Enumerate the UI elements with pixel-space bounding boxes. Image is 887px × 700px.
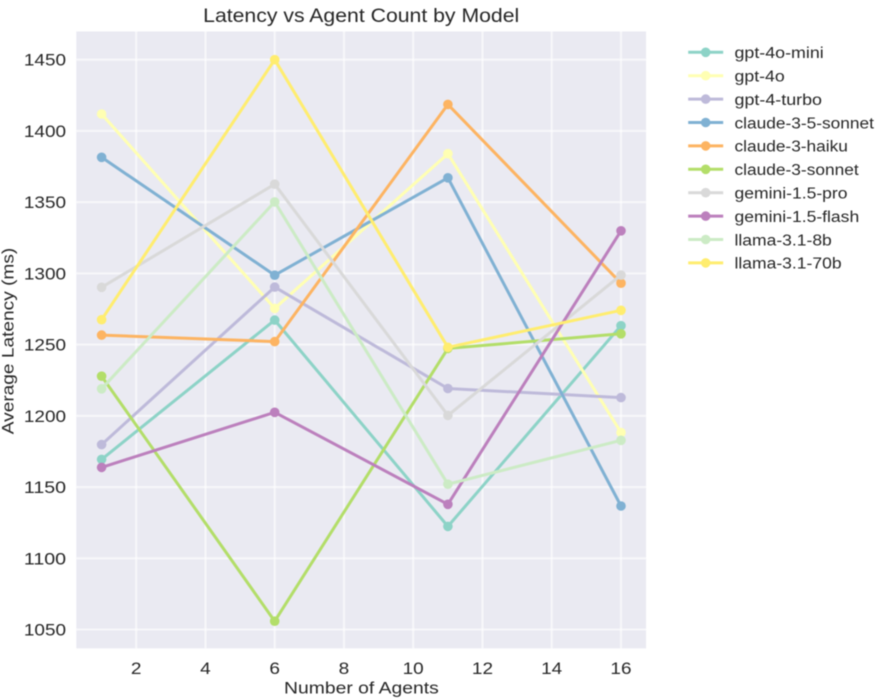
svg-text:14: 14 [541, 659, 562, 678]
svg-text:claude-3-haiku: claude-3-haiku [735, 139, 848, 156]
svg-text:1050: 1050 [24, 621, 66, 640]
svg-text:1350: 1350 [24, 193, 66, 212]
svg-text:1300: 1300 [24, 264, 66, 283]
svg-text:1100: 1100 [24, 549, 66, 568]
svg-text:1150: 1150 [24, 478, 66, 497]
svg-text:10: 10 [403, 659, 424, 678]
svg-text:Latency vs Agent Count by Mode: Latency vs Agent Count by Model [203, 6, 519, 27]
svg-text:gpt-4o: gpt-4o [735, 69, 785, 86]
svg-text:Average Latency (ms): Average Latency (ms) [0, 248, 18, 435]
svg-text:llama-3.1-8b: llama-3.1-8b [735, 232, 832, 249]
svg-text:1250: 1250 [24, 336, 66, 355]
svg-text:12: 12 [472, 659, 493, 678]
svg-text:1400: 1400 [24, 122, 66, 141]
svg-text:16: 16 [610, 659, 631, 678]
svg-text:8: 8 [339, 659, 350, 678]
svg-text:1450: 1450 [24, 51, 66, 70]
svg-text:2: 2 [131, 659, 142, 678]
svg-text:gemini-1.5-flash: gemini-1.5-flash [735, 209, 860, 226]
svg-text:gemini-1.5-pro: gemini-1.5-pro [735, 186, 848, 203]
svg-text:gpt-4-turbo: gpt-4-turbo [735, 92, 823, 109]
svg-text:1200: 1200 [24, 407, 66, 426]
svg-text:claude-3-sonnet: claude-3-sonnet [735, 162, 860, 179]
svg-text:4: 4 [200, 659, 211, 678]
svg-text:llama-3.1-70b: llama-3.1-70b [735, 256, 842, 273]
svg-text:claude-3-5-sonnet: claude-3-5-sonnet [735, 115, 875, 132]
svg-text:6: 6 [269, 659, 280, 678]
svg-text:gpt-4o-mini: gpt-4o-mini [735, 45, 824, 62]
svg-text:Number of Agents: Number of Agents [284, 679, 439, 698]
